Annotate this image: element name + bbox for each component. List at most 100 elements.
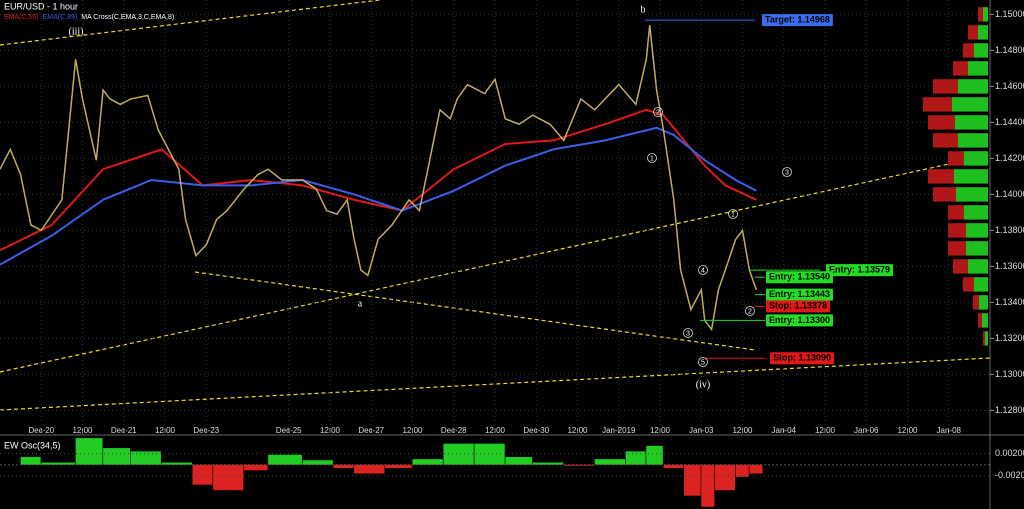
x-tick-label: Dec-27 xyxy=(358,426,384,435)
osc-bar xyxy=(735,464,749,477)
profile-bar xyxy=(974,43,988,58)
legend-entry: EMA(C,89) xyxy=(43,14,78,21)
profile-bar xyxy=(983,331,985,346)
profile-bar xyxy=(956,187,988,202)
wave-count: 3 xyxy=(686,330,690,337)
osc-tick-label: 0.00200 xyxy=(995,448,1024,458)
x-tick-label: Jan-04 xyxy=(772,426,797,435)
profile-bar xyxy=(928,169,954,184)
profile-bar xyxy=(958,133,988,148)
wave-label: b xyxy=(641,4,646,15)
osc-bar xyxy=(684,464,701,496)
wave-count: 2 xyxy=(656,109,660,116)
y-tick-label: 1.13200 xyxy=(995,333,1024,343)
level-box xyxy=(766,314,834,327)
x-tick-label: Dec-21 xyxy=(111,426,137,435)
legend-entry: MA Cross(C,EMA,3,C,EMA,8) xyxy=(81,14,174,21)
profile-bar xyxy=(948,223,966,238)
profile-bar xyxy=(955,115,988,130)
osc-bar xyxy=(594,459,626,465)
profile-bar xyxy=(973,295,979,310)
osc-bar xyxy=(625,451,646,465)
x-tick-label: 12:00 xyxy=(815,426,836,435)
level-label: Target: 1.14968 xyxy=(765,15,830,25)
wave-label: (iv) xyxy=(696,379,710,390)
profile-bar xyxy=(968,259,988,274)
osc-bar xyxy=(192,464,213,485)
y-tick-label: 1.13800 xyxy=(995,225,1024,235)
osc-bar xyxy=(474,443,505,465)
profile-bar xyxy=(974,277,988,292)
y-tick-label: 1.14600 xyxy=(995,81,1024,91)
profile-bar xyxy=(952,97,988,112)
level-box xyxy=(766,271,834,284)
x-tick-label: Dec-23 xyxy=(193,426,219,435)
wave-count: 3 xyxy=(785,169,789,176)
y-tick-label: 1.12800 xyxy=(995,405,1024,415)
y-tick-label: 1.13000 xyxy=(995,369,1024,379)
profile-bar xyxy=(966,223,988,238)
osc-bar xyxy=(75,438,103,465)
level-label: Entry: 1.13540 xyxy=(769,272,830,282)
profile-bar xyxy=(983,7,988,22)
x-tick-label: 12:00 xyxy=(732,426,753,435)
x-tick-label: 12:00 xyxy=(320,426,341,435)
x-tick-label: Dec-28 xyxy=(441,426,467,435)
osc-bar xyxy=(130,451,161,465)
osc-title: EW Osc(34,5) xyxy=(4,440,61,450)
trendline xyxy=(0,357,991,411)
profile-bar xyxy=(933,187,956,202)
profile-bar xyxy=(948,241,966,256)
osc-bar xyxy=(333,464,354,469)
profile-bar xyxy=(953,61,968,76)
wave-label: (iii) xyxy=(69,26,84,37)
trendline xyxy=(0,0,381,46)
x-tick-label: 12:00 xyxy=(485,426,506,435)
wave-count-circle xyxy=(728,209,738,219)
x-tick-label: 12:00 xyxy=(650,426,671,435)
y-tick-label: 1.13400 xyxy=(995,297,1024,307)
wave-count: 1 xyxy=(731,211,735,218)
wave-count-circle xyxy=(653,107,663,117)
profile-bar xyxy=(978,25,988,40)
wave-count: 4 xyxy=(701,267,705,274)
x-tick-label: Jan-03 xyxy=(689,426,714,435)
profile-bar xyxy=(954,169,988,184)
osc-bar xyxy=(103,448,131,465)
level-label: Entry: 1.13300 xyxy=(769,315,830,325)
wave-label: a xyxy=(358,298,363,309)
osc-bar xyxy=(563,464,595,466)
wave-count-circle xyxy=(698,357,708,367)
osc-bar xyxy=(532,462,564,465)
wave-count-circle xyxy=(698,265,708,275)
chart-title: EUR/USD - 1 hour xyxy=(4,1,78,11)
trendline xyxy=(0,154,991,373)
x-tick-label: 12:00 xyxy=(402,426,423,435)
profile-bar xyxy=(978,313,982,328)
wave-count: 2 xyxy=(748,308,752,315)
x-tick-label: Dec-25 xyxy=(276,426,302,435)
profile-bar xyxy=(948,205,964,220)
y-tick-label: 1.14400 xyxy=(995,117,1024,127)
level-box xyxy=(770,352,835,365)
profile-bar xyxy=(968,25,978,40)
osc-bar xyxy=(268,454,302,465)
wave-count-circle xyxy=(647,153,657,163)
level-label: Entry: 1.13443 xyxy=(769,289,830,299)
profile-bar xyxy=(958,79,988,94)
profile-bar xyxy=(948,151,964,166)
y-tick-label: 1.14200 xyxy=(995,153,1024,163)
y-tick-label: 1.15000 xyxy=(995,9,1024,19)
profile-bar xyxy=(953,259,968,274)
series-line xyxy=(0,108,757,252)
profile-bar xyxy=(982,313,988,328)
osc-bar xyxy=(443,443,474,465)
level-box xyxy=(766,288,834,301)
y-tick-label: 1.14000 xyxy=(995,189,1024,199)
x-tick-label: Jan-2019 xyxy=(602,426,636,435)
level-label: Stop: 1.13378 xyxy=(769,301,827,311)
profile-bar xyxy=(923,97,952,112)
y-tick-label: 1.13600 xyxy=(995,261,1024,271)
